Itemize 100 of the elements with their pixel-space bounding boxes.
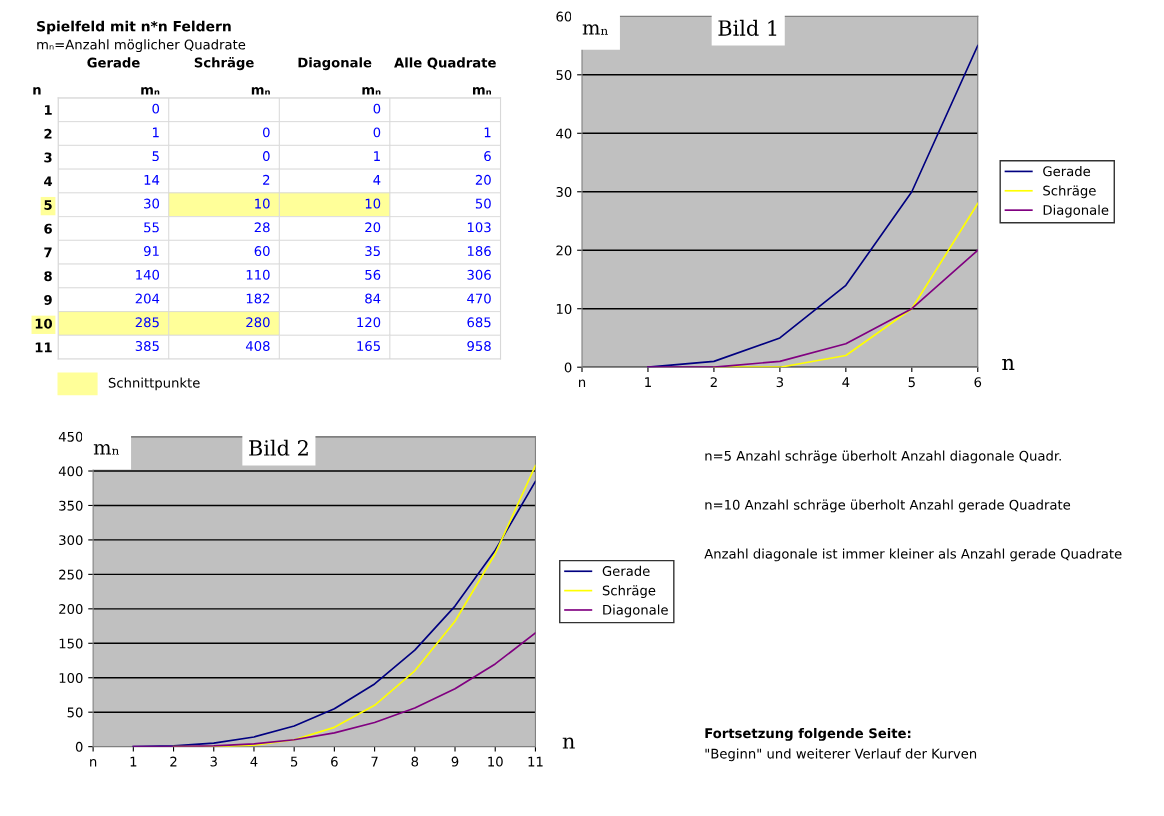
y-tick-label: 9	[44, 294, 52, 305]
data-label: 35	[365, 246, 380, 257]
chart-title: Spielfeld mit n*n Feldern	[37, 20, 231, 35]
y-tick-label: 150	[59, 638, 83, 649]
x-tick-label: 3	[776, 377, 784, 388]
x-tick-label: 4	[842, 377, 850, 387]
data-label: 60	[254, 246, 270, 257]
data-label: 28	[254, 222, 270, 233]
y-tick-label: 200	[59, 604, 83, 615]
data-label: 6	[484, 151, 491, 162]
data-label: 2	[263, 174, 270, 185]
chart-title: Bild 1	[718, 19, 777, 36]
x-tick-label: 2	[170, 756, 177, 767]
x-axis-title: mₙ	[141, 87, 160, 95]
data-label: 56	[365, 269, 381, 280]
y-tick-label: 450	[58, 431, 83, 442]
data-label: 280	[246, 317, 270, 328]
data-label: 20	[475, 174, 491, 185]
x-tick-label: n	[90, 759, 97, 767]
data-label: 685	[467, 317, 491, 328]
data-label: 204	[135, 293, 160, 304]
data-label: 10	[255, 198, 270, 209]
x-tick-label: 8	[411, 756, 419, 767]
x-tick-label: 7	[371, 756, 378, 767]
y-tick-label: 5	[44, 200, 52, 210]
y-tick-label: 50	[67, 707, 83, 718]
data-label: 0	[373, 103, 381, 114]
data-label: 306	[467, 269, 491, 280]
data-label: 4	[373, 175, 381, 185]
y-tick-label: 30	[556, 186, 572, 197]
x-tick-label: Diagonale	[298, 57, 372, 71]
x-tick-label: 1	[645, 377, 651, 387]
data-label: 0	[262, 151, 270, 162]
y-tick-label: 6	[44, 223, 52, 234]
data-label: 165	[357, 341, 380, 351]
y-tick-label: 60	[556, 11, 572, 22]
y-tick-label: 11	[35, 342, 52, 353]
x-tick-label: 10	[488, 756, 503, 767]
x-tick-label: 5	[291, 756, 298, 767]
x-tick-label: 1	[130, 756, 137, 767]
data-label: 110	[246, 269, 270, 280]
data-label: 470	[467, 293, 491, 304]
legend-label: Schräge	[602, 585, 656, 598]
y-axis-title: mₙ	[582, 24, 608, 35]
y-tick-label: 2	[44, 128, 52, 139]
y-tick-label: 0	[564, 362, 572, 373]
y-tick-label: 10	[556, 303, 572, 314]
x-tick-label: 5	[908, 377, 915, 388]
x-tick-label: 6	[974, 377, 982, 388]
x-tick-label: 3	[210, 756, 217, 767]
data-label: 55	[144, 222, 159, 233]
x-tick-label: 4	[250, 756, 258, 767]
y-axis-title: mₙ	[93, 444, 119, 455]
legend-label: Diagonale	[1043, 204, 1109, 218]
x-tick-label: 9	[451, 756, 459, 767]
y-tick-label: 0	[75, 741, 83, 752]
chart-subtitle: mₙ=Anzahl möglicher Quadrate	[37, 39, 246, 53]
data-label: 30	[144, 198, 160, 209]
data-label: 408	[245, 341, 270, 351]
legend-label: Diagonale	[603, 604, 668, 618]
data-label: 10	[365, 198, 381, 209]
x-tick-label: 2	[710, 377, 717, 387]
text: mₙ	[473, 87, 492, 95]
line-series	[647, 249, 978, 368]
data-label: 1	[152, 127, 159, 138]
x-tick-label: n	[579, 379, 586, 387]
data-label: 14	[144, 175, 160, 185]
y-tick-label: 400	[58, 466, 83, 477]
y-tick-label: 350	[59, 500, 83, 511]
y-tick-label: 20	[556, 245, 572, 256]
legend-label: Gerade	[1043, 166, 1091, 177]
x-axis-title: n	[562, 737, 575, 749]
data-label: 182	[246, 293, 270, 304]
data-label: 186	[467, 246, 491, 257]
x-tick-label: Alle Quadrate	[394, 57, 496, 70]
data-label: 1	[374, 151, 380, 161]
x-tick-label: Gerade	[87, 57, 140, 68]
y-tick-label: 50	[556, 70, 572, 80]
x-tick-label: 11	[528, 756, 543, 767]
data-label: 958	[467, 341, 491, 351]
text: n=10 Anzahl schräge überholt Anzahl gerade Quadrate	[705, 499, 1071, 513]
data-label: 50	[475, 198, 491, 209]
data-label: 1	[484, 127, 491, 138]
x-tick-label: Schräge	[194, 57, 254, 71]
y-tick-label: 4	[44, 176, 53, 187]
x-axis-title: n	[1002, 358, 1015, 370]
y-tick-label: 7	[44, 247, 52, 258]
data-label: 385	[135, 341, 159, 351]
data-label: 140	[136, 269, 160, 280]
data-label: 120	[357, 317, 381, 328]
y-tick-label: 3	[44, 152, 52, 163]
legend-label: Gerade	[602, 565, 650, 577]
y-tick-label: 10	[35, 318, 53, 329]
data-label: 84	[365, 293, 381, 304]
text: Anzahl diagonale ist immer kleiner als Anzahl gerade Quadrate	[704, 548, 1122, 562]
text: Fortsetzung folgende Seite:	[705, 727, 911, 741]
y-tick-label: 300	[59, 535, 83, 546]
x-tick-label: 6	[331, 756, 338, 767]
data-label: 0	[262, 127, 270, 138]
text: n=5 Anzahl schräge überholt Anzahl diagonale Quadr.	[705, 450, 1061, 464]
